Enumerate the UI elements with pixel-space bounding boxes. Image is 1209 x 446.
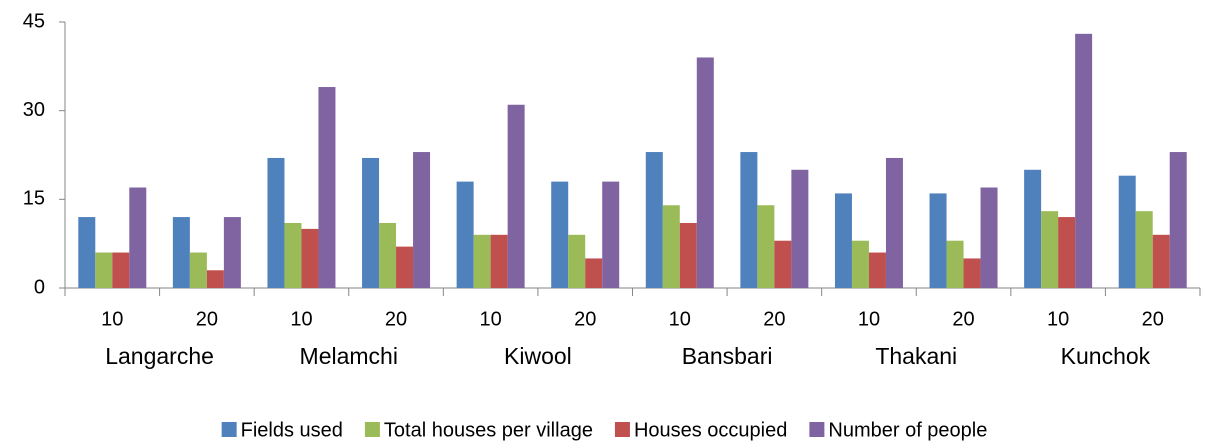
- bar: [602, 181, 620, 288]
- bar: [379, 222, 397, 288]
- bar: [1075, 33, 1093, 289]
- bar: [95, 252, 113, 288]
- bar: [206, 270, 224, 288]
- bar: [551, 181, 569, 288]
- bar: [129, 187, 147, 288]
- bar: [696, 57, 714, 288]
- legend-label: Houses occupied: [634, 419, 787, 441]
- bar: [946, 240, 964, 288]
- bar: [267, 157, 285, 288]
- x-tick-label: 20: [196, 308, 218, 330]
- bar: [507, 104, 525, 288]
- bar: [490, 234, 508, 288]
- bar: [740, 152, 758, 288]
- bar: [885, 157, 903, 288]
- bar: [284, 222, 302, 288]
- x-tick-label: 20: [763, 308, 785, 330]
- x-tick-label: 10: [290, 308, 312, 330]
- y-tick-label: 30: [23, 99, 45, 121]
- bar: [223, 217, 241, 288]
- bar: [396, 246, 414, 288]
- bar: [1135, 211, 1153, 288]
- bar: [112, 252, 130, 288]
- legend-swatch: [809, 422, 825, 437]
- group-label: Melamchi: [300, 343, 398, 369]
- legend-label: Total houses per village: [384, 419, 593, 441]
- bar: [189, 252, 207, 288]
- bar: [851, 240, 869, 288]
- bar: [929, 193, 947, 288]
- x-tick-label: 10: [480, 308, 502, 330]
- x-tick-label: 20: [952, 308, 974, 330]
- bar: [585, 258, 603, 288]
- legend-swatch: [364, 422, 380, 437]
- x-tick-label: 10: [858, 308, 880, 330]
- bar: [834, 193, 852, 288]
- bar: [1118, 175, 1136, 288]
- bar: [1169, 152, 1187, 288]
- bar: [757, 205, 775, 288]
- x-tick-label: 20: [574, 308, 596, 330]
- bar: [568, 234, 586, 288]
- legend-label: Number of people: [828, 419, 987, 441]
- x-tick-label: 10: [1047, 308, 1069, 330]
- bar: [662, 205, 680, 288]
- y-tick-label: 45: [23, 10, 45, 32]
- bar: [868, 252, 886, 288]
- bar: [1024, 169, 1042, 288]
- group-label: Bansbari: [682, 343, 773, 369]
- group-label: Kiwool: [504, 343, 572, 369]
- bar: [1152, 234, 1170, 288]
- group-label: Kunchok: [1061, 343, 1151, 369]
- bar: [413, 152, 431, 288]
- bar: [645, 152, 663, 288]
- legend-swatch: [614, 422, 630, 437]
- bar: [172, 217, 190, 288]
- bar: [980, 187, 998, 288]
- bar: [1058, 217, 1076, 288]
- x-tick-label: 20: [1142, 308, 1164, 330]
- bar: [963, 258, 981, 288]
- bar: [774, 240, 792, 288]
- bar: [362, 157, 380, 288]
- bar: [456, 181, 474, 288]
- bar: [318, 87, 336, 289]
- bar: [679, 222, 697, 288]
- x-tick-label: 20: [385, 308, 407, 330]
- group-label: Langarche: [105, 343, 214, 369]
- bar: [791, 169, 809, 288]
- legend-swatch: [221, 422, 237, 437]
- x-tick-label: 10: [101, 308, 123, 330]
- bar: [301, 228, 319, 288]
- group-label: Thakani: [875, 343, 957, 369]
- legend-label: Fields used: [241, 419, 343, 441]
- x-tick-label: 10: [669, 308, 691, 330]
- bar: [78, 217, 96, 288]
- bar: [1041, 211, 1059, 288]
- y-tick-label: 0: [34, 276, 45, 298]
- y-tick-label: 15: [23, 188, 45, 210]
- bar: [473, 234, 491, 288]
